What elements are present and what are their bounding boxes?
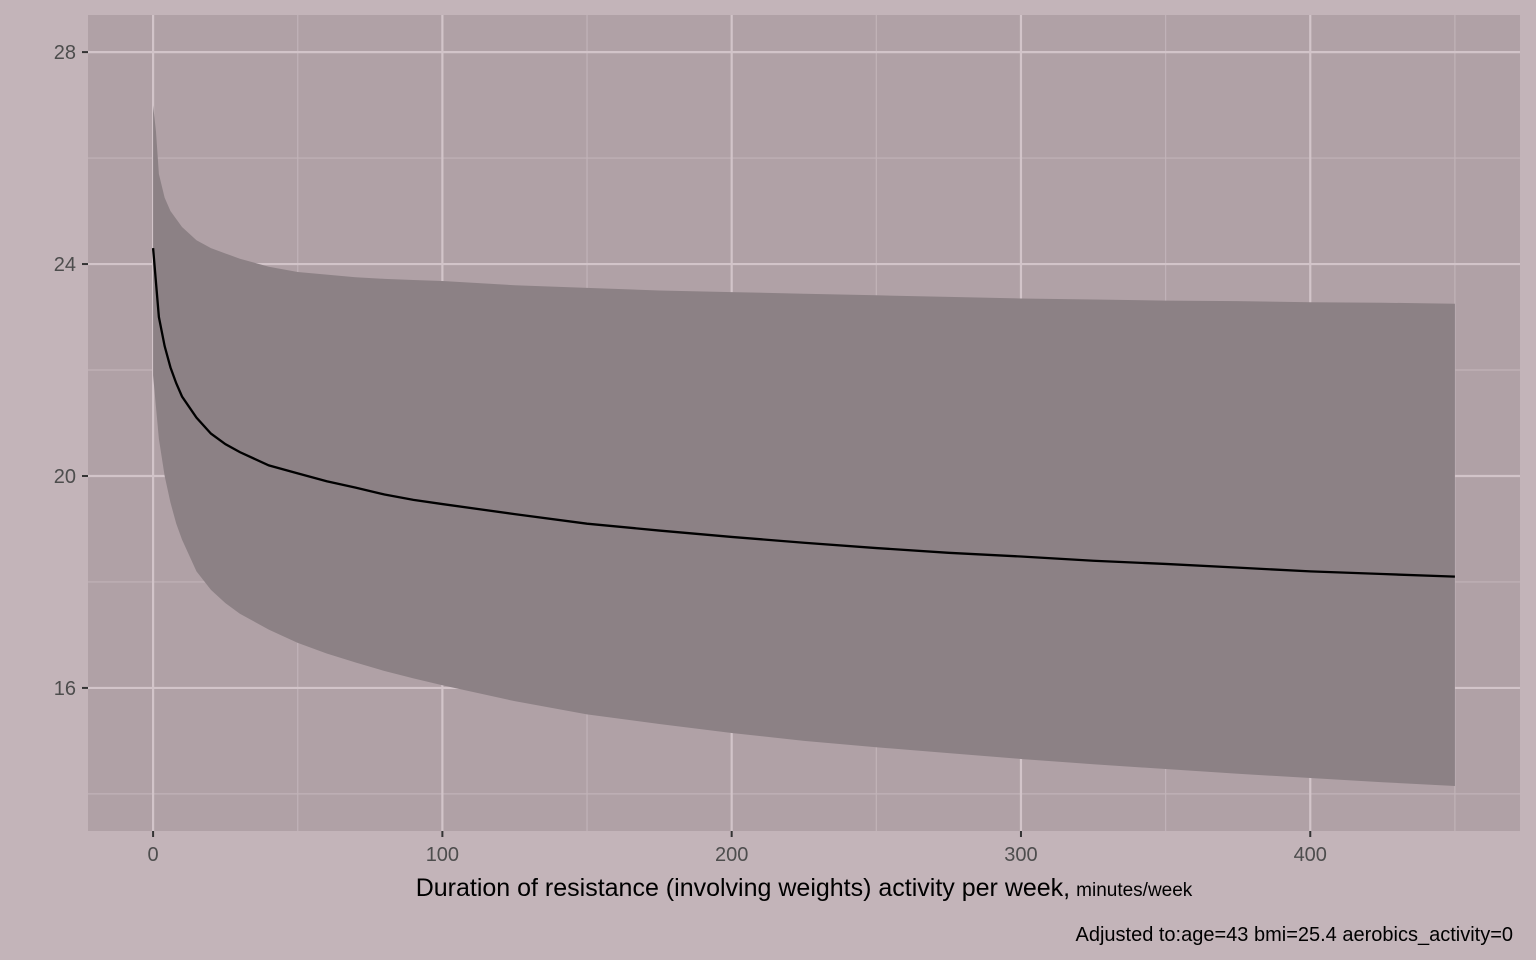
x-tick-label: 300: [1004, 844, 1037, 866]
fitted-line: [151, 248, 1455, 578]
x-axis-title-main: Duration of resistance (involving weight…: [416, 874, 1070, 902]
x-axis-unit: minutes/week: [1076, 880, 1193, 901]
y-tick-label: 16: [54, 678, 76, 700]
x-axis-title: Duration of resistance (involving weight…: [416, 874, 1193, 902]
y-tick-label: 20: [54, 466, 76, 488]
x-tick-label: 0: [148, 844, 159, 866]
y-tick-label: 28: [54, 42, 76, 64]
y-tick-label: 24: [54, 254, 76, 276]
x-tick-label: 400: [1294, 844, 1327, 866]
x-axis: 0 100 200 300 400: [148, 831, 1327, 866]
x-tick-label: 200: [715, 844, 748, 866]
y-axis: 16 20 24 28: [54, 42, 88, 700]
confidence-ribbon: [153, 105, 1455, 786]
x-tick-label: 100: [426, 844, 459, 866]
caption: Adjusted to:age=43 bmi=25.4 aerobics_act…: [1075, 924, 1513, 946]
